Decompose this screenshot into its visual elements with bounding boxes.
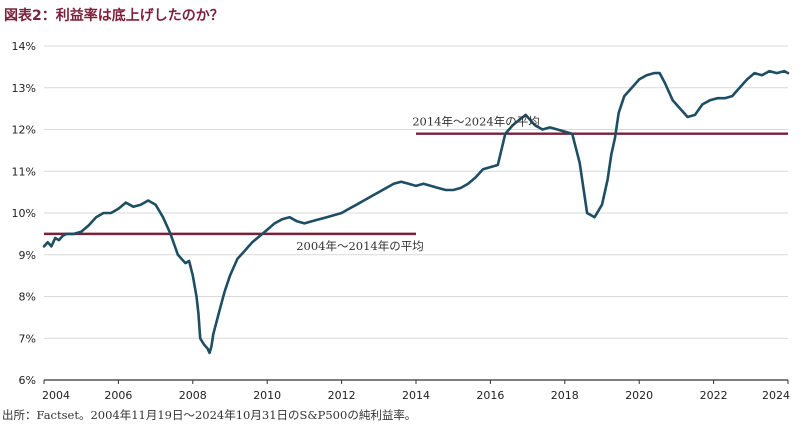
average-lines	[44, 132, 788, 236]
x-tick-label: 2020	[625, 389, 653, 402]
x-tick-label: 2010	[253, 389, 281, 402]
x-tick-label: 2006	[104, 389, 132, 402]
x-tick-label: 2008	[179, 389, 207, 402]
source-note: 出所：Factset。2004年11月19日～2024年10月31日のS&P50…	[2, 408, 417, 422]
average-line-labels: 2004年～2014年の平均 2014年～2024年の平均	[296, 115, 540, 253]
series-lines	[42, 69, 790, 355]
y-tick-label: 6%	[19, 374, 36, 387]
y-tick-label: 9%	[19, 249, 36, 262]
y-tick-label: 7%	[19, 332, 36, 345]
y-tick-label: 14%	[12, 40, 36, 53]
gridlines	[44, 45, 788, 339]
y-tick-label: 11%	[12, 165, 36, 178]
series-line	[42, 69, 790, 355]
x-tick-label: 2012	[328, 389, 356, 402]
average-line-label: 2004年～2014年の平均	[296, 239, 424, 253]
x-tick-label: 2022	[700, 389, 728, 402]
y-axis-tick-labels: 6% 7% 8% 9% 10% 11% 12% 13% 14%	[12, 40, 36, 387]
x-tick-label: 2018	[551, 389, 579, 402]
y-tick-label: 13%	[12, 82, 36, 95]
x-tick-label: 2024	[762, 389, 790, 402]
y-tick-label: 12%	[12, 124, 36, 137]
chart-title: 図表2：利益率は底上げしたのか？	[4, 8, 224, 24]
x-tick-label: 2016	[476, 389, 504, 402]
average-line-label: 2014年～2024年の平均	[412, 115, 540, 129]
x-axis-tick-labels: 2004 2006 2008 2010 2012 2014 2016 2018 2020 2022…	[42, 380, 790, 402]
y-tick-label: 8%	[19, 291, 36, 304]
x-tick-label: 2004	[42, 389, 70, 402]
y-tick-label: 10%	[12, 207, 36, 220]
x-tick-label: 2014	[402, 389, 430, 402]
